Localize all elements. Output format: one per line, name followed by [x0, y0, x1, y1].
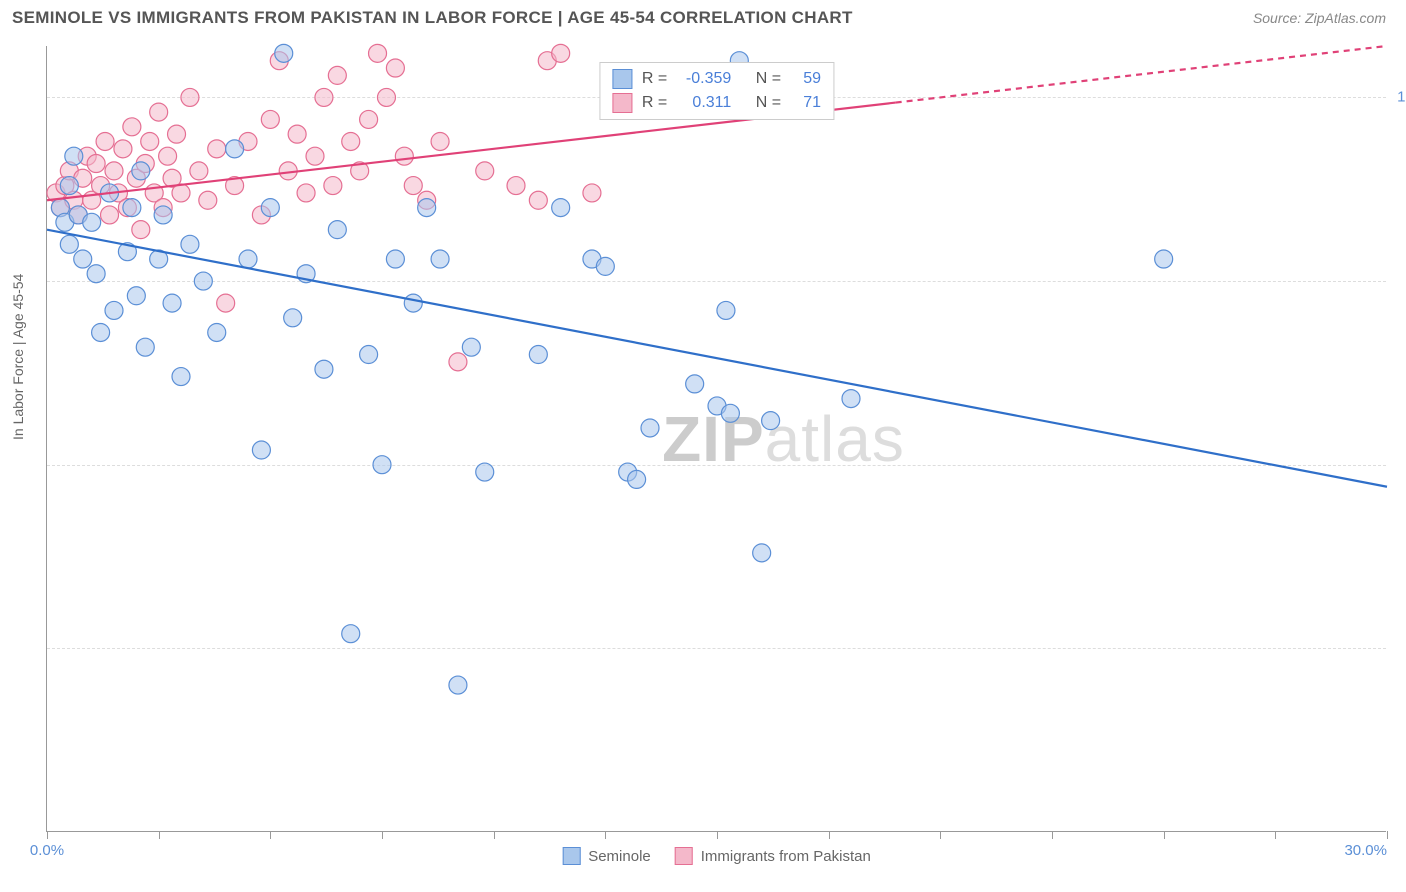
stats-swatch-series2 — [612, 93, 632, 113]
y-tick-label: 100.0% — [1397, 89, 1406, 106]
n-value-series2: 71 — [791, 94, 821, 112]
n-value-series1: 59 — [791, 70, 821, 88]
legend-swatch-series2 — [675, 847, 693, 865]
stats-box: R = -0.359 N = 59 R = 0.311 N = 71 — [599, 62, 834, 120]
r-label: R = — [642, 94, 667, 112]
x-tick-label: 0.0% — [30, 842, 64, 859]
legend-label-series2: Immigrants from Pakistan — [701, 848, 871, 865]
chart-title: SEMINOLE VS IMMIGRANTS FROM PAKISTAN IN … — [12, 8, 853, 28]
legend-label-series1: Seminole — [588, 848, 651, 865]
chart-header: SEMINOLE VS IMMIGRANTS FROM PAKISTAN IN … — [0, 0, 1406, 34]
x-tick-label: 30.0% — [1344, 842, 1387, 859]
chart-plot-area: ZIPatlas 25.0%50.0%75.0%100.0% 0.0%30.0%… — [46, 46, 1386, 832]
n-label: N = — [756, 70, 781, 88]
legend: Seminole Immigrants from Pakistan — [562, 847, 871, 865]
stats-row-series1: R = -0.359 N = 59 — [612, 67, 821, 91]
r-value-series1: -0.359 — [677, 70, 731, 88]
chart-source: Source: ZipAtlas.com — [1253, 10, 1386, 26]
stats-swatch-series1 — [612, 69, 632, 89]
y-axis-label: In Labor Force | Age 45-54 — [10, 274, 26, 440]
chart-svg — [47, 46, 1386, 831]
stats-row-series2: R = 0.311 N = 71 — [612, 91, 821, 115]
legend-item-series2: Immigrants from Pakistan — [675, 847, 871, 865]
legend-item-series1: Seminole — [562, 847, 651, 865]
n-label: N = — [756, 94, 781, 112]
legend-swatch-series1 — [562, 847, 580, 865]
r-value-series2: 0.311 — [677, 94, 731, 112]
r-label: R = — [642, 70, 667, 88]
